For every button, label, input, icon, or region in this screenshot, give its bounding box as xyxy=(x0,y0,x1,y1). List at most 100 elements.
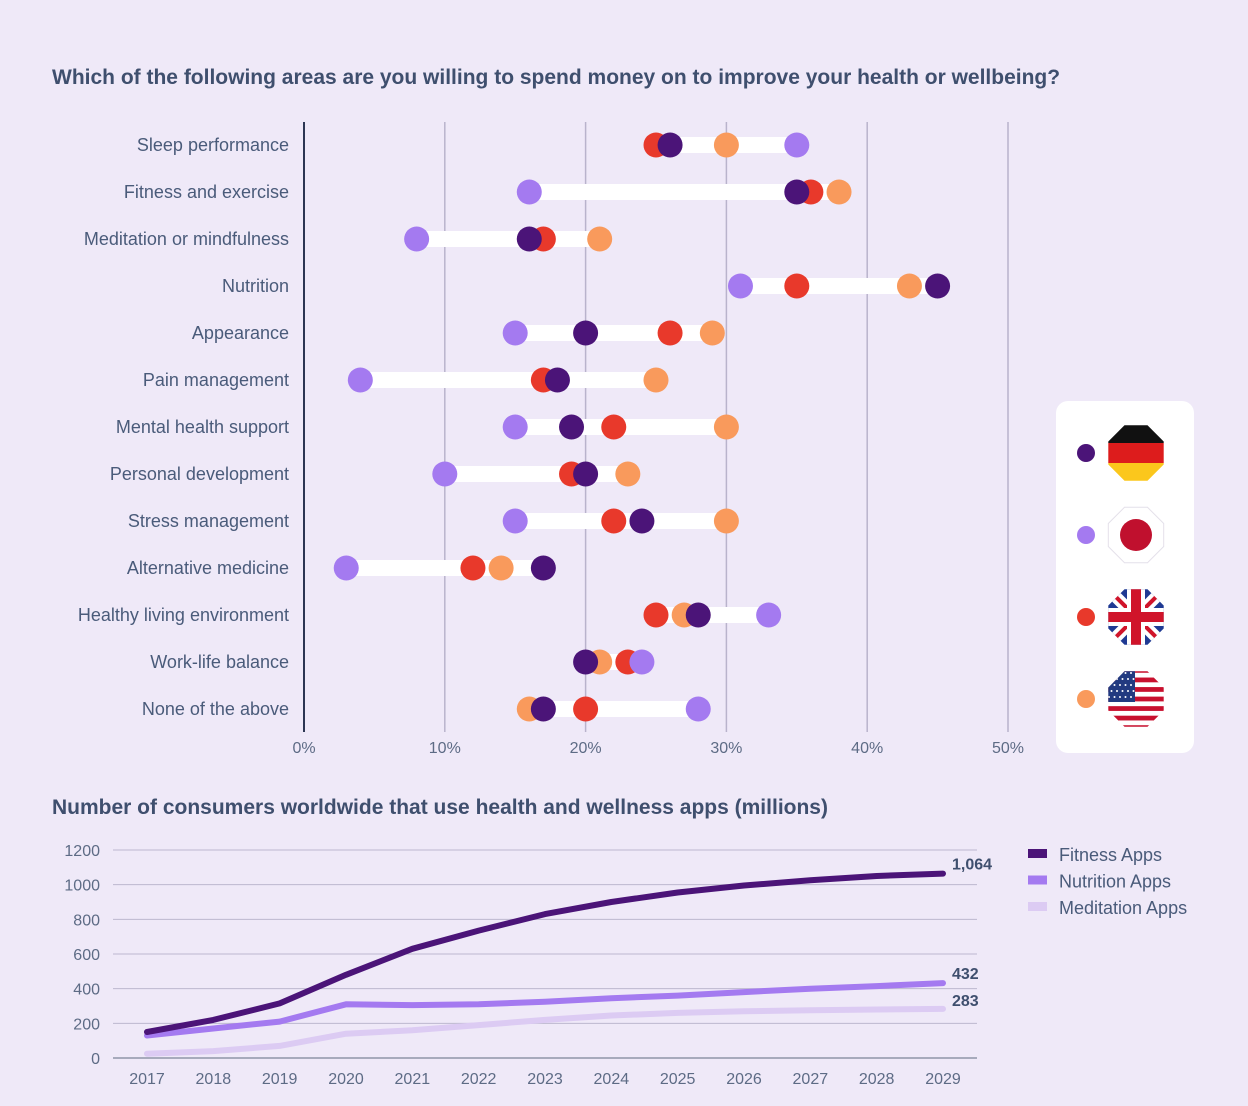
dot-germany-healthy-living-environment xyxy=(685,602,711,628)
dot-usa-stress-management xyxy=(713,508,739,534)
legend-dot-japan xyxy=(1077,526,1095,544)
dot-japan-personal-development xyxy=(432,461,458,487)
flag-star xyxy=(1113,696,1116,698)
legend-flags xyxy=(1056,401,1194,753)
dot-uk-healthy-living-environment xyxy=(643,602,669,628)
dot-uk-appearance xyxy=(657,320,683,346)
dot-uk-stress-management xyxy=(601,508,627,534)
dot-japan-nutrition xyxy=(727,273,753,299)
series-line-fitness-apps xyxy=(144,870,946,1035)
legend-dot-usa xyxy=(1077,690,1095,708)
x-tick-label: 30% xyxy=(710,740,742,757)
x-tick-label: 40% xyxy=(851,740,883,757)
flag-stripe xyxy=(1108,677,1164,683)
dot-germany-pain-management xyxy=(544,367,570,393)
category-label: Personal development xyxy=(110,464,289,484)
category-label: Fitness and exercise xyxy=(124,182,289,202)
dot-usa-sleep-performance xyxy=(713,132,739,158)
end-label-meditation-apps: 283 xyxy=(952,993,979,1010)
flag-stripe xyxy=(1108,696,1164,702)
legend-dot-uk xyxy=(1077,608,1095,626)
series-line-nutrition-apps xyxy=(144,980,946,1039)
flag-stripe xyxy=(1108,687,1164,693)
y-tick-label: 200 xyxy=(73,1016,100,1033)
flag-stripe-gold xyxy=(1108,463,1164,481)
legend-swatch-fitness-apps xyxy=(1028,849,1047,858)
flag-stripe xyxy=(1108,715,1164,721)
y-tick-label: 1000 xyxy=(64,878,100,895)
dot-usa-nutrition xyxy=(896,273,922,299)
flag-star xyxy=(1121,678,1124,680)
y-tick-label: 400 xyxy=(73,982,100,999)
dot-usa-meditation-or-mindfulness xyxy=(587,226,613,252)
japan-flag xyxy=(1108,507,1164,563)
x-tick-label: 2026 xyxy=(726,1071,762,1088)
flag-outline xyxy=(1107,506,1165,564)
dot-germany-meditation-or-mindfulness xyxy=(516,226,542,252)
category-label: Stress management xyxy=(128,511,289,531)
flag-stripe xyxy=(1108,710,1164,716)
dot-germany-none-of-the-above xyxy=(530,696,556,722)
legend-label-nutrition-apps: Nutrition Apps xyxy=(1059,872,1171,892)
category-label: Mental health support xyxy=(116,417,289,437)
dot-uk-alternative-medicine xyxy=(460,555,486,581)
y-tick-label: 600 xyxy=(73,947,100,964)
flag-star xyxy=(1130,672,1132,674)
dot-japan-sleep-performance xyxy=(784,132,810,158)
x-tick-label: 2019 xyxy=(262,1071,298,1088)
flag-stripe-red xyxy=(1108,443,1164,463)
series-line-meditation-apps xyxy=(144,1005,946,1057)
x-tick-label: 2018 xyxy=(196,1071,232,1088)
x-tick-label: 2017 xyxy=(129,1071,165,1088)
dot-germany-nutrition xyxy=(925,273,951,299)
germany-flag xyxy=(1108,425,1164,481)
legend-label-meditation-apps: Meditation Apps xyxy=(1059,898,1187,918)
usa-flag xyxy=(1108,671,1164,727)
flag-star xyxy=(1124,672,1127,674)
dot-usa-fitness-and-exercise xyxy=(826,179,852,205)
chart-title-apps: Number of consumers worldwide that use h… xyxy=(52,796,828,819)
flag-star xyxy=(1130,696,1132,698)
x-tick-label: 2025 xyxy=(660,1071,696,1088)
dot-germany-sleep-performance xyxy=(657,132,683,158)
flag-stripe xyxy=(1108,672,1164,678)
dot-japan-mental-health-support xyxy=(502,414,528,440)
flag-star xyxy=(1130,684,1132,686)
legend-swatch-meditation-apps xyxy=(1028,902,1047,911)
range-bar-pain-management xyxy=(360,372,656,388)
dot-germany-appearance xyxy=(573,320,599,346)
flag-stripe xyxy=(1108,701,1164,707)
y-tick-label: 800 xyxy=(73,912,100,929)
legend-label-fitness-apps: Fitness Apps xyxy=(1059,845,1162,865)
flag-star xyxy=(1124,684,1127,686)
flag-stripe xyxy=(1108,682,1164,688)
legend-dot-germany xyxy=(1077,444,1095,462)
flag-star xyxy=(1127,690,1129,692)
flag-star xyxy=(1116,690,1118,692)
flag-star xyxy=(1132,678,1135,680)
flag-stripe xyxy=(1108,706,1164,712)
legend-panel xyxy=(1056,401,1194,753)
y-tick-label: 1200 xyxy=(64,843,100,860)
flag-star xyxy=(1119,696,1121,698)
flag-cross-red xyxy=(1108,612,1164,622)
dot-japan-pain-management xyxy=(347,367,373,393)
flag-star xyxy=(1127,678,1129,680)
flag-stripe-black xyxy=(1108,425,1164,443)
flag-star xyxy=(1108,696,1110,698)
dot-japan-alternative-medicine xyxy=(333,555,359,581)
range-bar-fitness-and-exercise xyxy=(529,184,840,200)
dot-germany-mental-health-support xyxy=(559,414,585,440)
flag-star xyxy=(1121,690,1124,692)
category-label: Work-life balance xyxy=(150,652,289,672)
end-label-nutrition-apps: 432 xyxy=(952,966,979,983)
x-tick-label: 10% xyxy=(429,740,461,757)
category-label: Healthy living environment xyxy=(78,605,289,625)
dot-usa-alternative-medicine xyxy=(488,555,514,581)
chart-title-spending: Which of the following areas are you wil… xyxy=(52,66,1061,89)
dot-japan-meditation-or-mindfulness xyxy=(404,226,430,252)
dot-japan-fitness-and-exercise xyxy=(516,179,542,205)
dot-germany-fitness-and-exercise xyxy=(784,179,810,205)
category-label: Pain management xyxy=(143,370,289,390)
flag-star xyxy=(1113,684,1116,686)
